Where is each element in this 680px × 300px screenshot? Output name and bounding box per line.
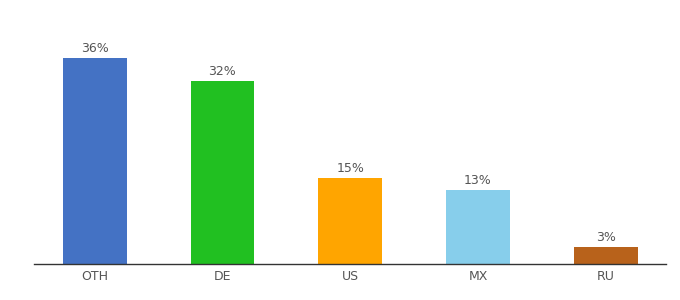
Bar [574, 247, 638, 264]
Bar [63, 58, 126, 264]
Bar [318, 178, 382, 264]
Text: 13%: 13% [464, 174, 492, 187]
Text: 15%: 15% [337, 162, 364, 176]
Text: 36%: 36% [81, 42, 109, 56]
Text: 3%: 3% [596, 231, 615, 244]
Bar [446, 190, 510, 264]
Bar [190, 81, 254, 264]
Text: 32%: 32% [209, 65, 237, 78]
